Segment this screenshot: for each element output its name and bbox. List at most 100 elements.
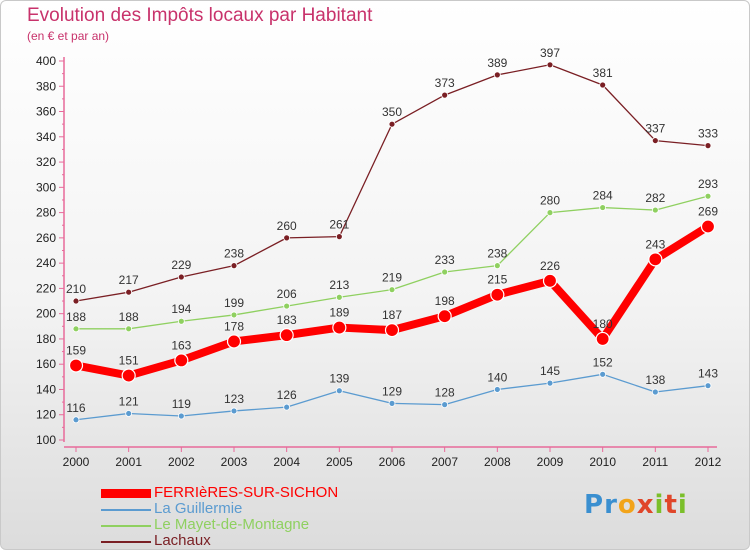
data-point bbox=[68, 358, 84, 373]
data-label: 159 bbox=[66, 343, 86, 357]
data-label: 260 bbox=[277, 219, 297, 233]
data-point bbox=[332, 320, 347, 335]
data-label: 293 bbox=[698, 177, 718, 191]
chart-subtitle: (en € et par an) bbox=[27, 29, 110, 43]
data-point bbox=[651, 137, 659, 144]
legend-item: Lachaux bbox=[101, 533, 421, 549]
data-point bbox=[546, 209, 554, 217]
data-point bbox=[177, 412, 185, 420]
logo-letter: x bbox=[636, 490, 655, 520]
x-tick-label: 2010 bbox=[589, 455, 616, 469]
y-tick-label: 200 bbox=[36, 307, 56, 321]
series-le-mayet-de-montagne: 188 188 194 199 206 213 219 233 238 280 284 282 293 bbox=[66, 177, 718, 333]
data-point bbox=[72, 297, 80, 305]
data-label: 217 bbox=[119, 273, 139, 287]
data-label: 226 bbox=[540, 259, 560, 273]
data-label: 238 bbox=[224, 247, 244, 261]
logo-letter: i bbox=[654, 490, 665, 520]
data-point bbox=[283, 403, 291, 411]
data-label: 238 bbox=[487, 247, 507, 261]
logo-letter: i bbox=[677, 490, 688, 520]
legend-label: Lachaux bbox=[154, 532, 211, 549]
data-label: 373 bbox=[435, 76, 455, 90]
data-point bbox=[651, 388, 659, 396]
data-point bbox=[388, 399, 396, 407]
data-label: 194 bbox=[171, 302, 191, 316]
data-label: 140 bbox=[487, 370, 507, 384]
y-tick-label: 100 bbox=[36, 433, 56, 447]
data-label: 188 bbox=[119, 310, 139, 324]
data-point bbox=[493, 71, 501, 79]
data-label: 198 bbox=[435, 294, 455, 308]
logo-letter: o bbox=[617, 490, 637, 520]
data-label: 143 bbox=[698, 367, 718, 381]
data-point bbox=[283, 234, 291, 242]
legend-swatch bbox=[101, 525, 151, 527]
y-tick-label: 180 bbox=[36, 332, 56, 346]
data-point bbox=[704, 142, 712, 150]
y-tick-label: 280 bbox=[36, 206, 56, 220]
data-point bbox=[700, 219, 716, 234]
legend-swatch bbox=[101, 489, 151, 498]
data-label: 187 bbox=[382, 308, 402, 322]
data-label: 119 bbox=[172, 397, 191, 411]
data-label: 123 bbox=[224, 392, 244, 406]
data-point bbox=[493, 262, 501, 270]
x-tick-label: 2007 bbox=[431, 455, 458, 469]
data-label: 233 bbox=[435, 253, 455, 267]
x-tick-label: 2012 bbox=[695, 455, 722, 469]
x-tick-label: 2004 bbox=[273, 455, 300, 469]
series-ferri-res-sur-sichon: 159 151 163 178 183 189 187 198 215 226 180 243 269 bbox=[66, 204, 718, 383]
data-point bbox=[437, 309, 452, 324]
data-label: 261 bbox=[329, 218, 349, 232]
series-line bbox=[72, 222, 712, 380]
data-point bbox=[335, 387, 343, 395]
y-tick-label: 120 bbox=[36, 408, 56, 422]
data-label: 219 bbox=[382, 271, 402, 285]
data-point bbox=[546, 379, 554, 387]
data-point bbox=[441, 401, 449, 409]
data-label: 139 bbox=[329, 372, 349, 386]
x-tick-label: 2008 bbox=[484, 455, 511, 469]
data-label: 183 bbox=[277, 313, 297, 327]
data-point bbox=[230, 311, 238, 319]
data-label: 138 bbox=[645, 373, 665, 387]
data-point bbox=[226, 334, 242, 349]
data-point bbox=[490, 287, 505, 302]
data-point bbox=[388, 120, 396, 128]
data-point bbox=[599, 370, 607, 378]
data-label: 229 bbox=[171, 258, 191, 272]
data-label: 126 bbox=[277, 388, 297, 402]
data-point bbox=[121, 368, 136, 383]
y-tick-label: 140 bbox=[36, 382, 56, 396]
data-point bbox=[72, 416, 80, 424]
data-label: 163 bbox=[171, 338, 191, 352]
proxiti-logo: Proxiti bbox=[584, 490, 688, 520]
data-point bbox=[230, 407, 238, 415]
x-tick-label: 2002 bbox=[168, 455, 195, 469]
data-label: 350 bbox=[382, 105, 402, 119]
data-point bbox=[335, 293, 343, 301]
data-label: 397 bbox=[540, 46, 560, 60]
data-label: 213 bbox=[329, 278, 349, 292]
data-label: 128 bbox=[435, 386, 455, 400]
data-point bbox=[384, 322, 400, 338]
legend-label: La Guillermie bbox=[154, 500, 243, 517]
data-label: 243 bbox=[645, 237, 665, 251]
data-point bbox=[704, 192, 712, 200]
data-point bbox=[388, 286, 396, 294]
y-tick-label: 340 bbox=[36, 130, 56, 144]
legend-swatch bbox=[101, 509, 151, 511]
logo-letter: r bbox=[604, 490, 618, 520]
chart-title: Evolution des Impôts locaux par Habitant bbox=[27, 5, 373, 26]
data-label: 116 bbox=[66, 401, 85, 415]
series-lachaux: 210 217 229 238 260 261 350 373 389 397 381 337 333 bbox=[66, 46, 718, 305]
data-label: 333 bbox=[698, 127, 718, 141]
data-label: 145 bbox=[540, 364, 560, 378]
y-tick-label: 320 bbox=[36, 155, 56, 169]
y-tick-label: 260 bbox=[36, 231, 56, 245]
legend-item: FERRIèRES-SUR-SICHON bbox=[101, 485, 421, 501]
data-point bbox=[599, 81, 607, 89]
